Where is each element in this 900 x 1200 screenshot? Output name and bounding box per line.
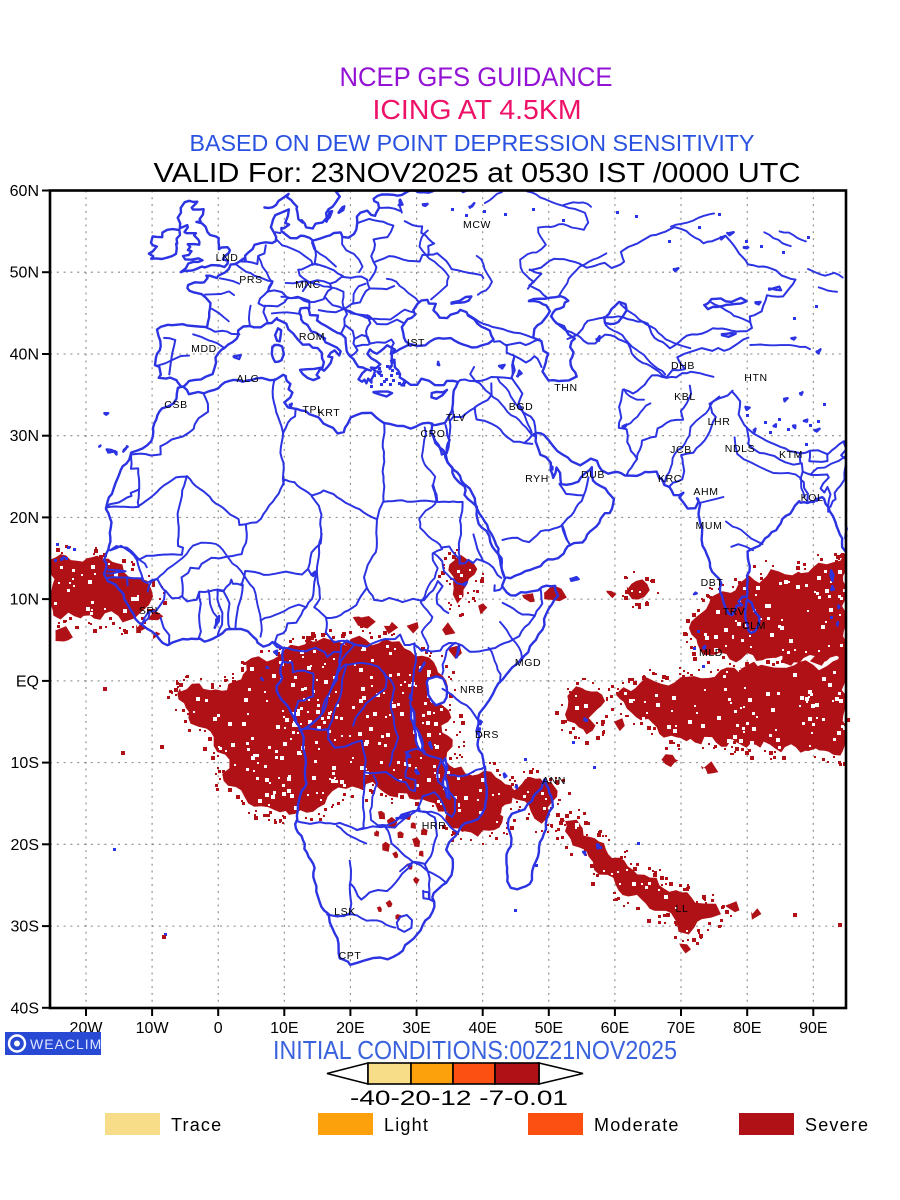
svg-text:VALID For: 23NOV2025 at 0530 I: VALID For: 23NOV2025 at 0530 IST /0000 U… [154,157,801,188]
svg-text:CLM: CLM [742,620,766,632]
svg-text:ALG: ALG [237,373,260,385]
svg-text:TRV: TRV [723,606,746,618]
svg-text:KTM: KTM [779,449,803,461]
svg-text:PRS: PRS [239,274,262,286]
svg-text:INITIAL CONDITIONS:00Z21NOV202: INITIAL CONDITIONS:00Z21NOV2025 [273,1035,677,1065]
svg-text:MNC: MNC [295,279,321,291]
svg-text:50E: 50E [535,1020,563,1037]
svg-text:NCEP GFS GUIDANCE: NCEP GFS GUIDANCE [340,62,613,92]
svg-text:LND: LND [216,252,239,264]
svg-text:20N: 20N [10,510,39,527]
svg-text:40E: 40E [468,1020,496,1037]
svg-text:KOL: KOL [801,492,824,504]
svg-text:KBL: KBL [674,391,696,403]
svg-text:MDD: MDD [191,343,217,355]
svg-text:HTN: HTN [744,372,767,384]
svg-text:HRR: HRR [422,820,447,832]
svg-text:LL: LL [676,903,689,915]
svg-text:JCB: JCB [670,444,692,456]
svg-text:30S: 30S [11,919,39,936]
svg-text:70E: 70E [667,1020,695,1037]
svg-text:MGD: MGD [515,657,541,669]
svg-text:40S: 40S [11,1000,39,1017]
svg-text:Severe: Severe [805,1115,869,1135]
svg-text:TLV: TLV [446,412,466,424]
svg-text:20S: 20S [11,837,39,854]
svg-text:60E: 60E [601,1020,629,1037]
svg-text:DUB: DUB [581,469,605,481]
svg-text:KRC: KRC [658,473,682,485]
svg-text:WEACLIM: WEACLIM [30,1036,102,1052]
svg-text:NRB: NRB [460,684,484,696]
svg-text:SRL: SRL [139,605,161,617]
svg-text:TPL: TPL [302,404,323,416]
svg-text:IST: IST [407,337,425,349]
svg-text:LHR: LHR [708,416,731,428]
svg-text:10S: 10S [11,755,39,772]
svg-text:Moderate: Moderate [594,1115,680,1135]
svg-text:AHM: AHM [693,486,718,498]
svg-text:-40-20-12 -7-0.01: -40-20-12 -7-0.01 [350,1087,568,1110]
svg-text:MCW: MCW [463,219,491,231]
svg-text:LSK: LSK [334,906,356,918]
svg-text:90E: 90E [799,1020,827,1037]
svg-text:DBT: DBT [701,577,724,589]
svg-text:KRT: KRT [318,407,341,419]
svg-text:Light: Light [384,1115,429,1135]
svg-text:CRO: CRO [420,428,445,440]
svg-text:RYH: RYH [525,473,549,485]
svg-text:0: 0 [214,1020,223,1037]
svg-text:10W: 10W [136,1020,170,1037]
svg-text:80E: 80E [733,1020,761,1037]
svg-text:CSB: CSB [164,399,187,411]
svg-text:30N: 30N [10,428,39,445]
svg-text:50N: 50N [10,265,39,282]
svg-text:ROM: ROM [299,331,325,343]
svg-text:20E: 20E [336,1020,364,1037]
svg-text:ICING AT 4.5KM: ICING AT 4.5KM [373,94,582,125]
svg-text:ANN: ANN [542,775,566,787]
svg-text:Trace: Trace [171,1115,222,1135]
svg-text:BASED ON DEW POINT DEPRESSION: BASED ON DEW POINT DEPRESSION SENSITIVIT… [190,130,755,156]
svg-text:CPT: CPT [339,950,362,962]
svg-text:DHB: DHB [671,360,695,372]
svg-text:EQ: EQ [16,673,39,690]
svg-text:30E: 30E [402,1020,430,1037]
svg-text:BGD: BGD [509,401,534,413]
svg-text:NDLS: NDLS [725,443,755,455]
svg-text:MLD: MLD [699,647,723,659]
svg-text:40N: 40N [10,347,39,364]
svg-text:60N: 60N [10,183,39,200]
svg-text:MUM: MUM [696,520,723,532]
svg-text:10N: 10N [10,592,39,609]
svg-text:DRS: DRS [475,729,499,741]
svg-text:10E: 10E [270,1020,298,1037]
svg-text:THN: THN [554,382,577,394]
